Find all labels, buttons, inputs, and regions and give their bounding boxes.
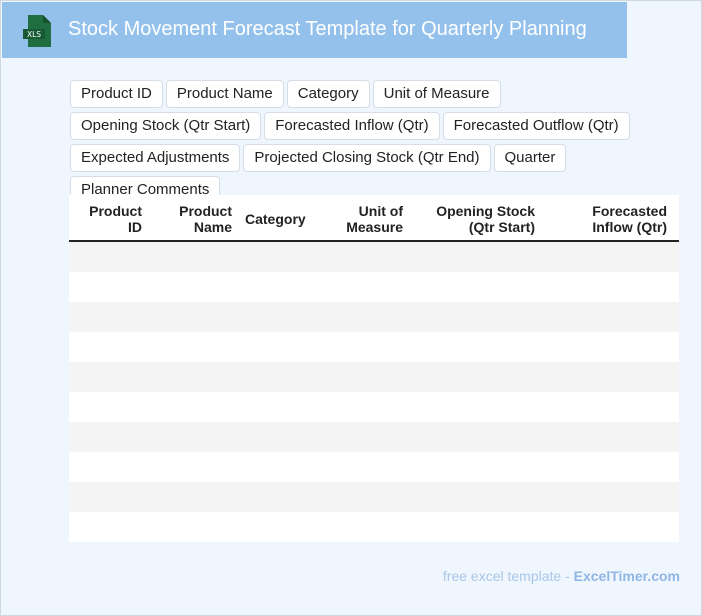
footer-brand-link[interactable]: ExcelTimer.com — [573, 568, 680, 584]
footer-text: free excel template - — [442, 568, 574, 584]
field-chip-unit-of-measure[interactable]: Unit of Measure — [372, 80, 501, 108]
table-row[interactable] — [69, 362, 679, 392]
table-row[interactable] — [69, 512, 679, 542]
table-row[interactable] — [69, 302, 679, 332]
column-header-opening-stock[interactable]: Opening Stock (Qtr Start) — [436, 203, 535, 235]
field-chip-quarter[interactable]: Quarter — [493, 144, 567, 172]
field-chip-expected-adjustments[interactable]: Expected Adjustments — [70, 144, 241, 172]
table-header: Product ID Product Name Category Unit of Me… — [69, 195, 679, 242]
table-row[interactable] — [69, 422, 679, 452]
field-chip-product-id[interactable]: Product ID — [70, 80, 163, 108]
column-header-product-name[interactable]: Product Name — [179, 203, 232, 235]
footer-credit: free excel template - ExcelTimer.com — [443, 568, 680, 584]
data-table: Product ID Product Name Category Unit of Me… — [69, 195, 679, 542]
column-header-category[interactable]: Category — [245, 211, 306, 227]
column-header-forecasted-inflow[interactable]: Forecasted Inflow (Qtr) — [592, 203, 667, 235]
table-row[interactable] — [69, 332, 679, 362]
header-banner: XLS Stock Movement Forecast Template for… — [2, 2, 627, 58]
table-row[interactable] — [69, 392, 679, 422]
table-row[interactable] — [69, 482, 679, 512]
table-row[interactable] — [69, 242, 679, 272]
field-chip-category[interactable]: Category — [286, 80, 370, 108]
table-row[interactable] — [69, 452, 679, 482]
page-title: Stock Movement Forecast Template for Qua… — [68, 18, 587, 40]
column-header-product-id[interactable]: Product ID — [89, 203, 142, 235]
xls-file-icon: XLS — [23, 15, 51, 47]
field-chip-list: Product ID Product Name Category Unit of… — [70, 80, 690, 204]
table-row[interactable] — [69, 272, 679, 302]
field-chip-opening-stock[interactable]: Opening Stock (Qtr Start) — [70, 112, 262, 140]
field-chip-product-name[interactable]: Product Name — [165, 80, 284, 108]
column-header-unit-of-measure[interactable]: Unit of Measure — [346, 203, 403, 235]
field-chip-forecasted-outflow[interactable]: Forecasted Outflow (Qtr) — [442, 112, 630, 140]
svg-text:XLS: XLS — [27, 30, 41, 39]
field-chip-forecasted-inflow[interactable]: Forecasted Inflow (Qtr) — [264, 112, 440, 140]
field-chip-projected-closing-stock[interactable]: Projected Closing Stock (Qtr End) — [243, 144, 491, 172]
table-body — [69, 242, 679, 542]
